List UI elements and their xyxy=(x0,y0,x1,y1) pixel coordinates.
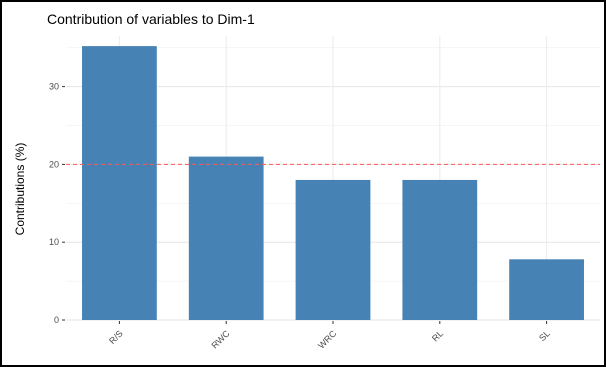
y-tick-label: 0 xyxy=(54,315,59,325)
x-tick-label: SL xyxy=(537,328,552,343)
x-axis-ticks: R/S RWC WRC RL SL xyxy=(107,321,552,351)
bar-wrc xyxy=(295,179,371,320)
y-axis-title: Contributions (%) xyxy=(13,143,27,236)
bar-rs xyxy=(82,46,157,321)
chart-title: Contribution of variables to Dim-1 xyxy=(47,11,255,27)
x-tick-label: R/S xyxy=(107,328,125,346)
x-tick-label: RL xyxy=(430,328,445,343)
y-tick-label: 10 xyxy=(49,237,59,247)
y-tick-label: 30 xyxy=(49,82,59,92)
bar-rwc xyxy=(188,156,264,320)
bars xyxy=(82,46,584,321)
x-tick-label: RWC xyxy=(209,328,232,351)
y-tick-label: 20 xyxy=(49,159,59,169)
bar-rl xyxy=(402,179,478,320)
bar-sl xyxy=(509,259,584,320)
y-axis-ticks: 0 10 20 30 xyxy=(49,82,65,325)
x-tick-label: WRC xyxy=(316,328,339,351)
